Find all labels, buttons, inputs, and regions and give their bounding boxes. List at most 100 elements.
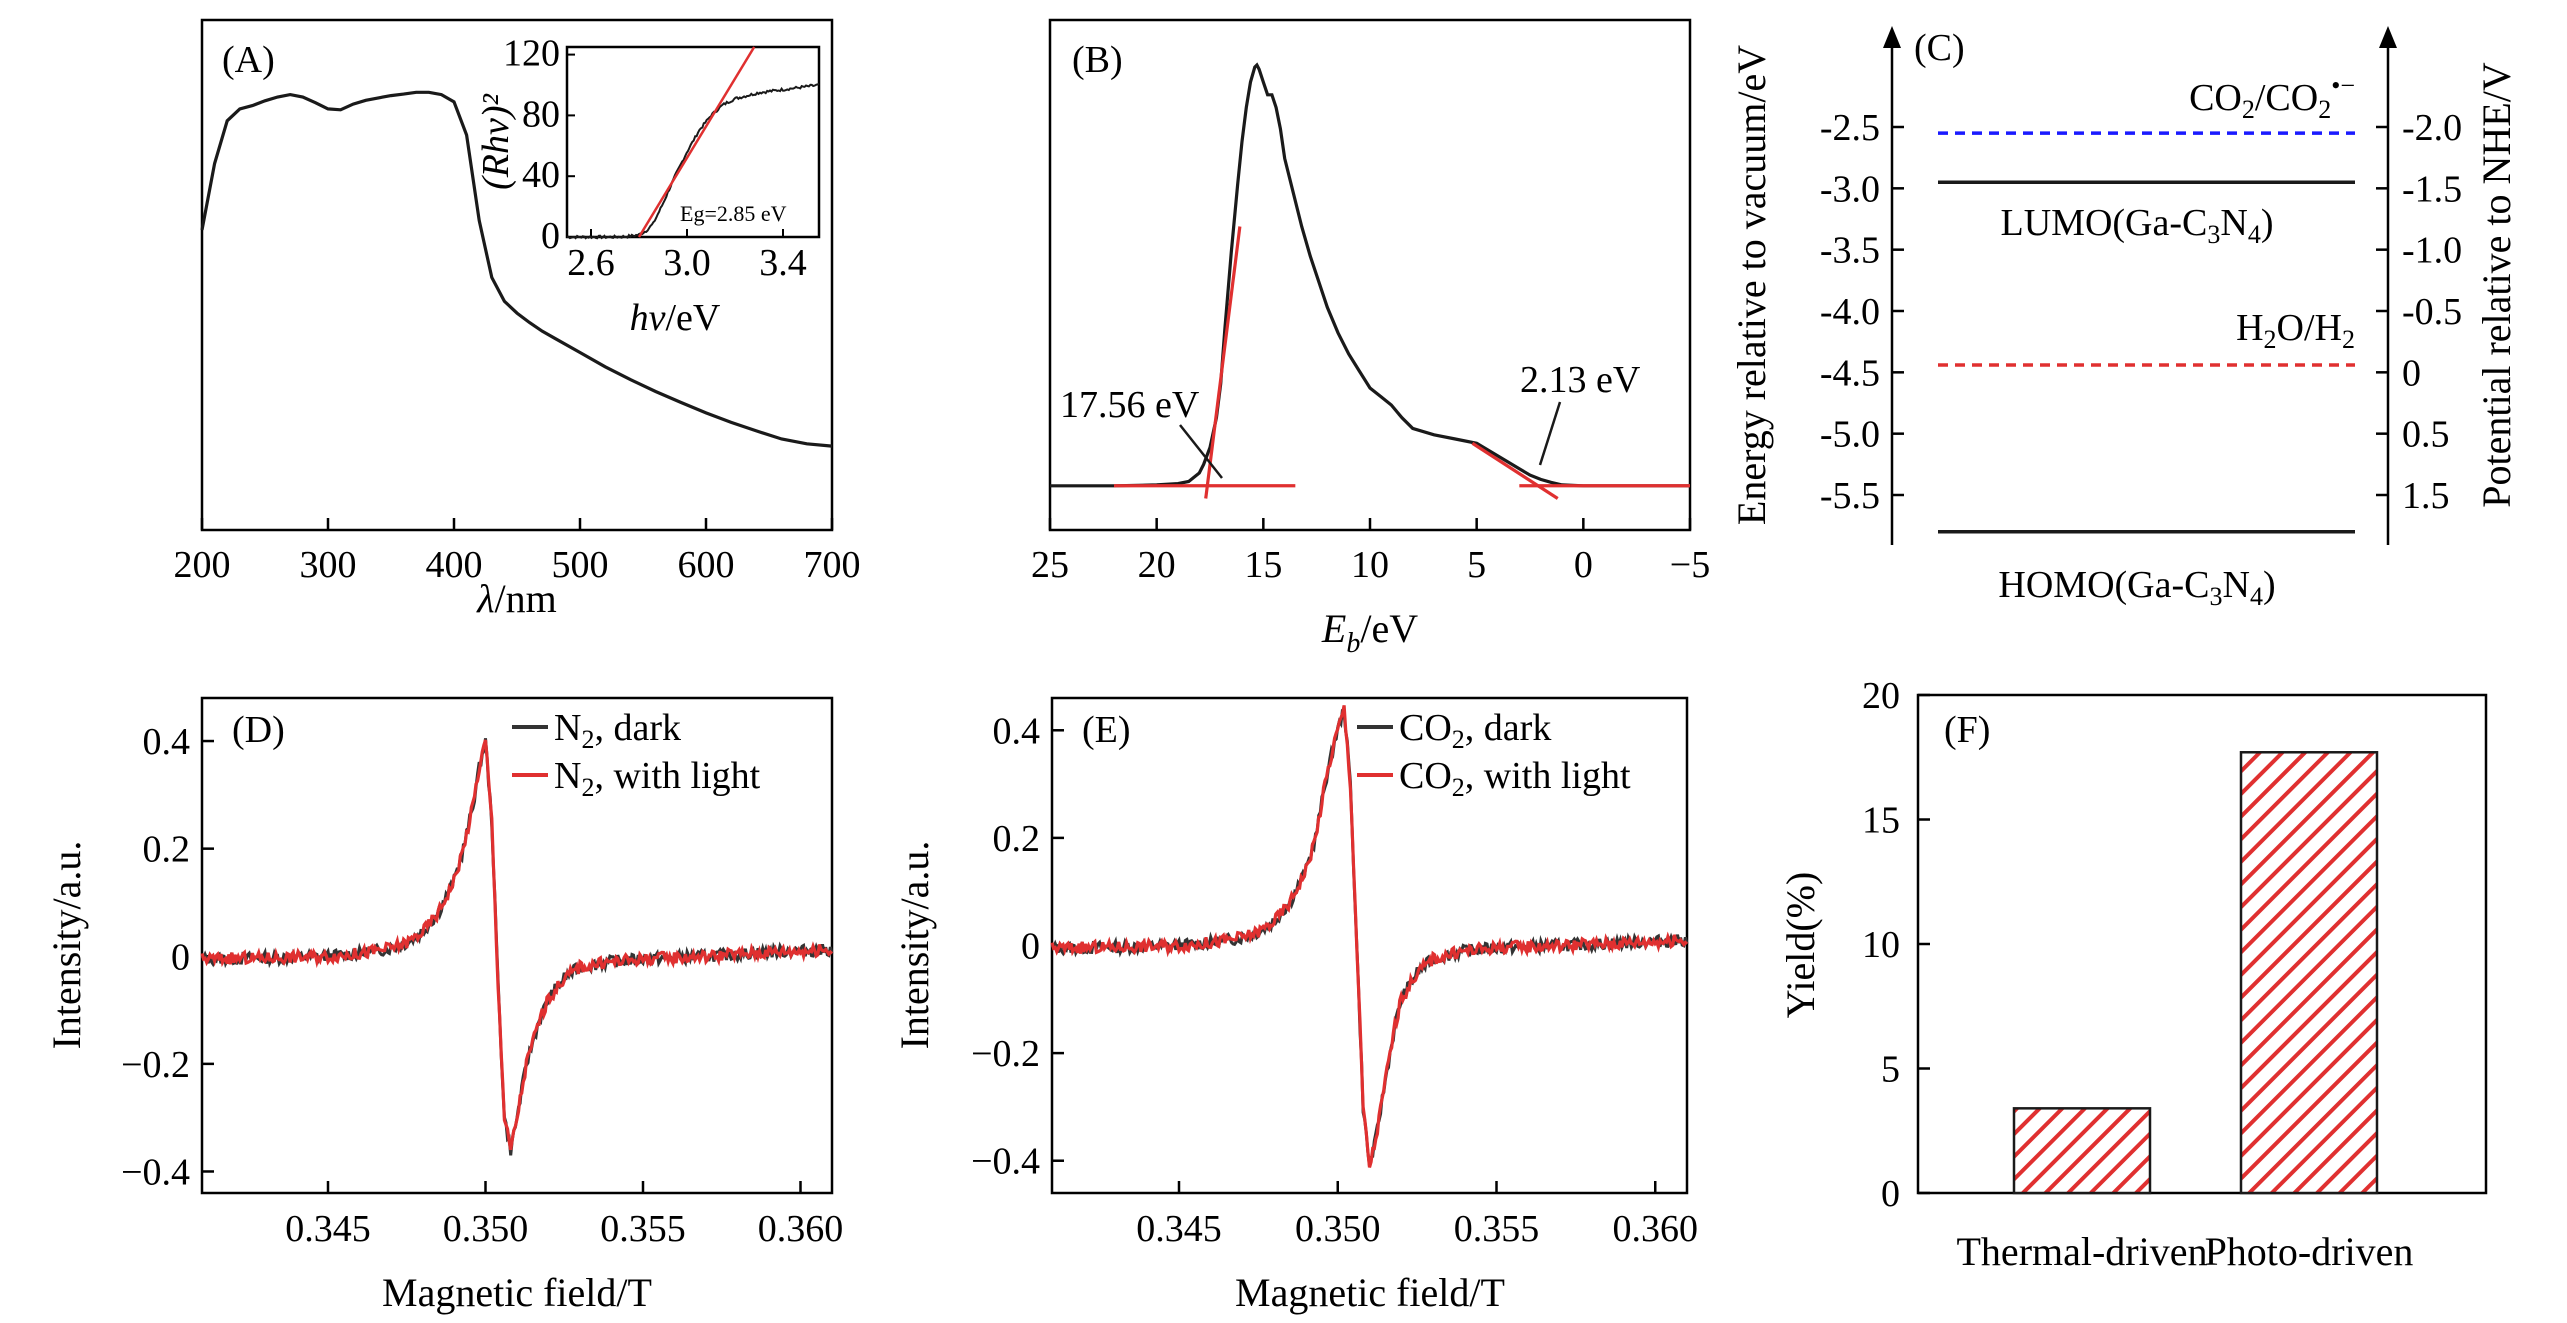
inset-ytick-label: 80	[522, 93, 560, 135]
panel-b-annotation-right-leader	[1538, 401, 1562, 466]
inset-fit-line	[637, 46, 756, 238]
panel-c-right-tick-label: 0	[2402, 352, 2421, 394]
panel-c-left-tick-label: -4.5	[1820, 352, 1880, 394]
panel-e-legend-dark: CO2, dark	[1399, 707, 1551, 754]
panel-c-left-tick-label: -4.0	[1820, 291, 1880, 333]
panel-d-xtick-label: 0.355	[600, 1208, 686, 1250]
inset-ytick-label: 40	[522, 154, 560, 196]
panel-e-label: (E)	[1082, 709, 1131, 751]
panel-b: (B) Eb/eV 25 20 15 10 5 0 −5 17.56 eV 2.13 eV	[1031, 18, 1710, 659]
h2o-label: H2O/H2	[2236, 307, 2355, 354]
panel-c-ticks: -2.5 -3.0 -3.5 -4.0 -4.5 -5.0 -5.5 -2.0 -1.5 -1.0…	[1820, 107, 2462, 517]
panel-e-ylabel: Intensity/a.u.	[892, 841, 937, 1050]
panel-d-xtick-label: 0.350	[443, 1208, 529, 1250]
panel-d-xtick-label: 0.345	[285, 1208, 371, 1250]
panel-d-ytick-label: 0.2	[143, 829, 191, 871]
panel-e-xtick-label: 0.360	[1613, 1208, 1699, 1250]
panel-c-label: (C)	[1914, 27, 1965, 69]
panel-f-category-label: Photo-driven	[2205, 1229, 2414, 1274]
panel-e-xtick-label: 0.355	[1454, 1208, 1540, 1250]
panel-a-xtick-label: 200	[174, 544, 231, 586]
panel-b-xtick-label: 10	[1351, 544, 1389, 586]
panel-c-right-axis-label: Potential relative to NHE/V	[2474, 62, 2519, 508]
panel-c-left-tick-label: -3.5	[1820, 230, 1880, 272]
panel-e-ytick-label: 0.4	[993, 710, 1041, 752]
panel-a-label: (A)	[222, 39, 275, 81]
panel-f-frame	[1916, 693, 2488, 1195]
lumo-label: LUMO(Ga-C3N4)	[2001, 202, 2274, 249]
panel-d: (D) Magnetic field/T Intensity/a.u. 0.34…	[44, 696, 843, 1315]
homo-label: HOMO(Ga-C3N4)	[1998, 564, 2275, 611]
panel-e: (E) Magnetic field/T Intensity/a.u. 0.34…	[892, 696, 1698, 1315]
panel-f-ticks: 0 5 10 15 20	[1862, 675, 1930, 1215]
panel-e-ytick-label: −0.2	[971, 1033, 1040, 1075]
panel-d-ytick-label: 0	[171, 936, 190, 978]
panel-b-frame	[1048, 18, 1692, 532]
panel-e-legend-light: CO2, with light	[1399, 755, 1631, 802]
panel-c-left-axis-arrow	[1883, 26, 1901, 48]
inset-ytick-label: 0	[541, 215, 560, 257]
panel-a-xtick-label: 500	[552, 544, 609, 586]
panel-a-xtick-label: 300	[300, 544, 357, 586]
panel-b-fit-line	[1471, 441, 1559, 500]
panel-b-xtick-label: 20	[1138, 544, 1176, 586]
panel-b-xlabel: Eb/eV	[1321, 606, 1418, 659]
panel-f: (F) Yield(%) 0 5 10 15 20 Thermal-drivenPhot…	[1778, 675, 2488, 1274]
panel-d-ytick-label: −0.4	[121, 1151, 190, 1193]
panel-e-ytick-label: 0.2	[993, 818, 1041, 860]
panel-e-series-line	[1050, 705, 1689, 1168]
panel-f-label: (F)	[1944, 709, 1990, 751]
panel-c-left-tick-label: -5.5	[1820, 475, 1880, 517]
panel-b-ticks: 25 20 15 10 5 0 −5	[1031, 518, 1710, 586]
panel-b-xtick-label: −5	[1670, 544, 1710, 586]
panel-d-ylabel: Intensity/a.u.	[44, 841, 89, 1050]
panel-b-fit-lines	[1114, 226, 1690, 500]
panel-e-lines	[1050, 705, 1689, 1168]
panel-e-ticks: 0.345 0.350 0.355 0.360 −0.4 −0.2 0 0.2 0.4	[971, 710, 1698, 1250]
panel-d-xtick-label: 0.360	[758, 1208, 844, 1250]
panel-d-ytick-label: 0.4	[143, 721, 191, 763]
panel-d-label: (D)	[232, 709, 285, 751]
inset-xtick-label: 3.0	[663, 242, 711, 284]
panel-b-xtick-label: 25	[1031, 544, 1069, 586]
panel-a-xtick-label: 400	[426, 544, 483, 586]
panel-d-series-line	[200, 738, 834, 1156]
inset-data-line	[566, 82, 820, 240]
panel-a-ticks: 200 300 400 500 600 700	[174, 518, 861, 586]
panel-b-xtick-label: 15	[1244, 544, 1282, 586]
panel-d-frame	[200, 696, 834, 1195]
panel-c-right-tick-label: -0.5	[2402, 291, 2462, 333]
panel-c-levels	[1938, 131, 2355, 534]
inset-xtick-label: 3.4	[759, 242, 807, 284]
panel-c-right-tick-label: 0.5	[2402, 414, 2450, 456]
panel-f-ytick-label: 15	[1862, 800, 1900, 842]
inset-xlabel: hv/eV	[630, 297, 721, 339]
panel-c: (C) Energy relative to vacuum/eV Potenti…	[1729, 26, 2519, 611]
panel-a: (A) λ/nm 200 300 400 500 600 700 2.6 3.0 3.4 0 40…	[174, 18, 861, 621]
panel-c-left-tick-label: -5.0	[1820, 414, 1880, 456]
panel-f-category-label: Thermal-driven	[1957, 1229, 2208, 1274]
panel-b-xtick-label: 5	[1467, 544, 1486, 586]
panel-b-annotation-left-leader	[1179, 424, 1223, 479]
panel-d-legend-light: N2, with light	[554, 755, 761, 802]
panel-f-bar	[2239, 751, 2379, 1195]
inset-ylabel: (Rhv)²	[475, 94, 517, 190]
panel-f-ytick-label: 5	[1881, 1049, 1900, 1091]
inset-ticks: 2.6 3.0 3.4 0 40 80 120	[503, 33, 807, 284]
panel-f-ytick-label: 0	[1881, 1173, 1900, 1215]
panel-f-bar	[2012, 1107, 2152, 1195]
panel-b-annotation-right: 2.13 eV	[1520, 359, 1641, 401]
panel-a-inset: 2.6 3.0 3.4 0 40 80 120 Eg=2.85 eV hv/eV (Rhv)…	[475, 33, 821, 339]
panel-b-label: (B)	[1072, 39, 1123, 81]
panel-a-xlabel: λ/nm	[476, 576, 557, 621]
panel-d-ytick-label: −0.2	[121, 1044, 190, 1086]
panel-e-xtick-label: 0.345	[1136, 1208, 1222, 1250]
panel-e-ytick-label: 0	[1021, 926, 1040, 968]
panel-d-ticks: 0.345 0.350 0.355 0.360 −0.4 −0.2 0 0.2 0.4	[121, 721, 843, 1250]
panel-a-xtick-label: 600	[678, 544, 735, 586]
panel-a-spectrum-line	[200, 90, 833, 448]
inset-eg-annotation: Eg=2.85 eV	[680, 201, 787, 226]
panel-d-xlabel: Magnetic field/T	[382, 1270, 652, 1315]
